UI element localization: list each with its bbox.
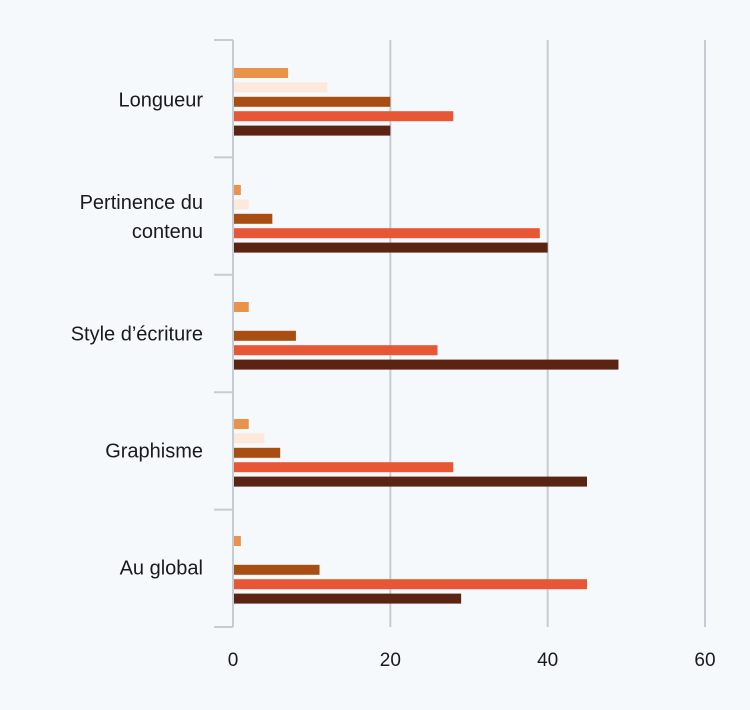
bar-0-2 xyxy=(233,96,391,107)
bar-1-3 xyxy=(233,228,540,239)
bars xyxy=(233,68,619,604)
bar-0-1 xyxy=(233,82,328,93)
category-label: Longueur xyxy=(118,90,203,112)
category-label: Pertinence du xyxy=(80,192,203,214)
category-label: Au global xyxy=(120,558,203,580)
bar-3-3 xyxy=(233,462,454,473)
x-tick-label: 0 xyxy=(228,650,239,671)
bar-1-2 xyxy=(233,213,273,224)
bar-2-0 xyxy=(233,302,249,312)
bar-2-3 xyxy=(233,345,438,356)
category-label: Graphisme xyxy=(105,441,203,463)
y-axis xyxy=(214,39,234,628)
bar-1-4 xyxy=(233,242,548,253)
x-tick-labels: 0 20 40 60 xyxy=(228,650,716,671)
bar-0-3 xyxy=(233,111,454,122)
bar-2-4 xyxy=(233,359,619,370)
x-tick-label: 60 xyxy=(694,650,715,671)
bar-3-0 xyxy=(233,419,249,429)
bar-4-2 xyxy=(233,564,320,575)
bar-0-0 xyxy=(233,68,289,78)
x-tick-label: 40 xyxy=(537,650,558,671)
bar-1-1 xyxy=(233,199,249,210)
bar-2-2 xyxy=(233,330,296,341)
bar-1-0 xyxy=(233,185,241,195)
bar-0-4 xyxy=(233,125,391,136)
bar-3-1 xyxy=(233,433,265,444)
bar-4-3 xyxy=(233,579,587,590)
bar-4-0 xyxy=(233,536,241,546)
x-tick-label: 20 xyxy=(380,650,401,671)
category-labels: Longueur Pertinence du contenu Style d’écri… xyxy=(71,90,204,580)
bar-3-2 xyxy=(233,447,281,458)
bar-3-4 xyxy=(233,476,587,487)
bar-4-4 xyxy=(233,593,462,604)
category-label: Style d’écriture xyxy=(71,324,203,346)
grid-lines xyxy=(389,40,706,627)
category-label: contenu xyxy=(132,221,203,243)
